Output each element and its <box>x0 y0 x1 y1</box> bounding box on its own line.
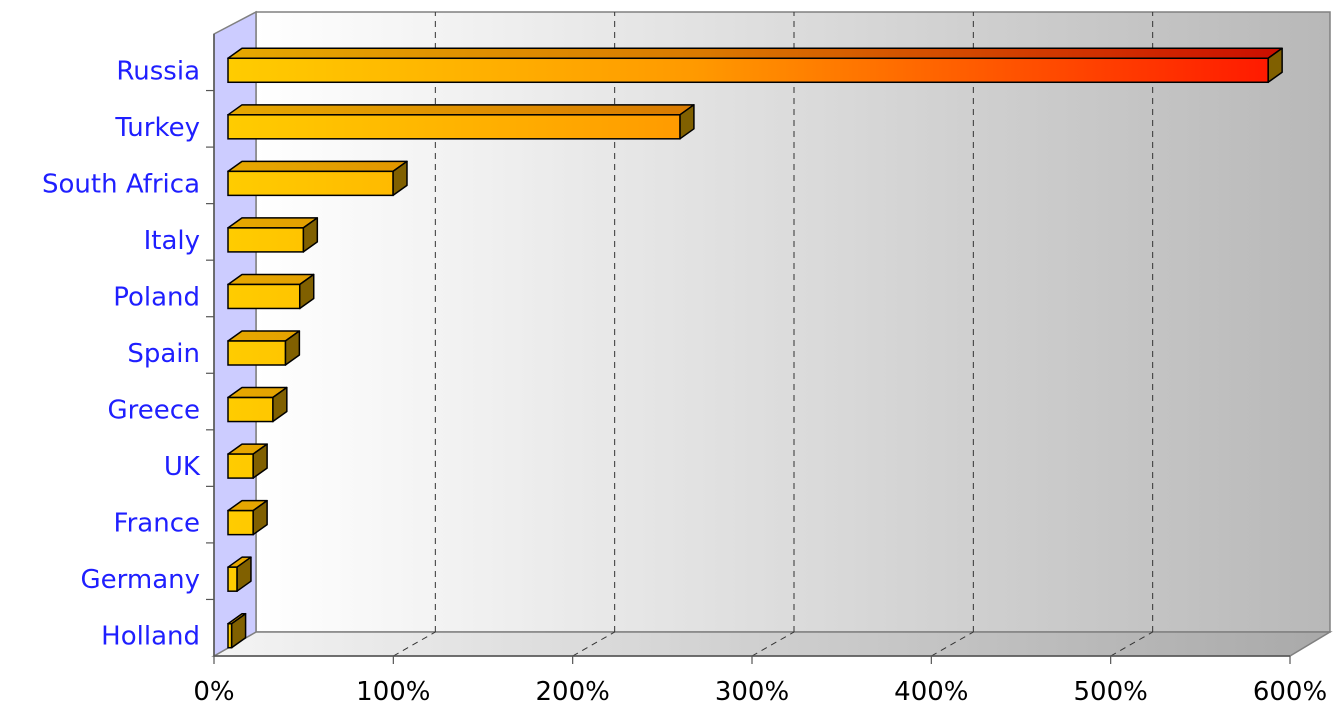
bar-south-africa <box>227 160 408 197</box>
x-tick-label: 300% <box>715 677 789 707</box>
gridline-floor <box>572 631 615 657</box>
bar-greece <box>227 386 288 423</box>
bar-front-face <box>227 396 274 423</box>
bar-front-face <box>227 170 394 197</box>
bar-france <box>227 499 268 536</box>
category-label-russia: Russia <box>116 56 200 86</box>
bar-front-face <box>227 566 238 592</box>
bars <box>227 47 1283 649</box>
bar-front-face <box>227 57 1269 84</box>
category-labels: Russia Turkey South Africa Italy Poland Spain… <box>42 56 201 651</box>
bar-front-face <box>227 622 233 649</box>
x-tick-labels: 0% 100% 200% 300% 400% 500% 600% <box>193 677 1327 707</box>
bar-front-face <box>227 509 254 536</box>
x-tick-label: 0% <box>193 677 234 707</box>
axes <box>206 34 1291 664</box>
category-label-germany: Germany <box>80 565 200 595</box>
bar-poland <box>227 273 315 310</box>
bar-front-face <box>227 114 681 140</box>
x-tick-label: 600% <box>1253 677 1327 707</box>
bar-uk <box>227 443 268 479</box>
bar-front-face <box>227 453 254 479</box>
gridline-floor <box>931 631 974 657</box>
category-label-italy: Italy <box>144 226 200 256</box>
gridline-floor <box>393 631 436 657</box>
x-tick-label: 100% <box>356 677 430 707</box>
x-tick-label: 500% <box>1073 677 1147 707</box>
bar-russia <box>227 47 1283 84</box>
category-label-turkey: Turkey <box>114 113 200 143</box>
bar-germany <box>227 556 252 592</box>
category-label-greece: Greece <box>107 396 200 426</box>
bar-front-face <box>227 283 301 310</box>
category-label-france: France <box>114 509 200 539</box>
category-label-spain: Spain <box>127 339 200 369</box>
category-label-uk: UK <box>164 452 201 482</box>
bar-italy <box>227 217 319 253</box>
gridline-floor <box>751 631 795 657</box>
bar-top-face <box>227 160 408 173</box>
gridlines <box>393 12 1154 657</box>
bar-holland <box>227 612 247 649</box>
gridline-floor <box>1110 631 1153 657</box>
category-label-poland: Poland <box>113 282 200 312</box>
bar-front-face <box>227 340 287 366</box>
bar-top-face <box>227 104 695 116</box>
x-tick-label: 200% <box>535 677 609 707</box>
bar-front-face <box>227 227 305 253</box>
category-label-south-africa: South Africa <box>42 169 200 199</box>
bar-turkey <box>227 104 695 140</box>
category-label-holland: Holland <box>101 622 200 652</box>
bar-top-face <box>227 217 319 229</box>
bar-spain <box>227 330 301 366</box>
bar-top-face <box>227 47 1283 60</box>
x-tick-label: 400% <box>894 677 968 707</box>
